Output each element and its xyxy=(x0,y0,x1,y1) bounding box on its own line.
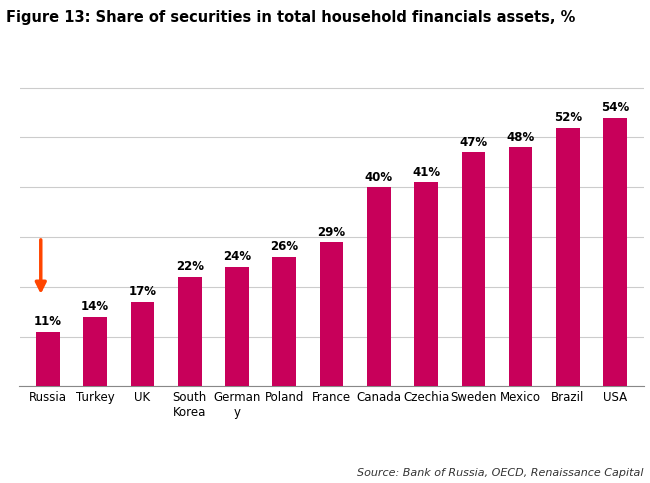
Text: 24%: 24% xyxy=(223,250,251,263)
Text: 17%: 17% xyxy=(129,285,157,298)
Text: 22%: 22% xyxy=(176,260,203,273)
Bar xyxy=(36,332,60,386)
Bar xyxy=(414,182,438,386)
Bar xyxy=(367,187,391,386)
Text: 29%: 29% xyxy=(317,226,346,239)
Text: 54%: 54% xyxy=(601,101,629,114)
Bar xyxy=(225,267,249,386)
Text: 26%: 26% xyxy=(270,241,298,254)
Bar xyxy=(131,302,154,386)
Bar xyxy=(603,117,627,386)
Bar xyxy=(272,257,296,386)
Text: 48%: 48% xyxy=(506,131,535,144)
Text: Figure 13: Share of securities in total household financials assets, %: Figure 13: Share of securities in total … xyxy=(6,10,576,25)
Bar xyxy=(462,153,485,386)
Bar xyxy=(83,317,107,386)
Bar xyxy=(556,128,580,386)
Text: 11%: 11% xyxy=(34,315,62,328)
Bar xyxy=(178,277,202,386)
Text: 52%: 52% xyxy=(554,111,582,124)
Text: 41%: 41% xyxy=(412,166,440,179)
Text: 40%: 40% xyxy=(365,171,393,184)
Bar xyxy=(320,242,343,386)
Text: 47%: 47% xyxy=(460,136,488,149)
Text: Source: Bank of Russia, OECD, Renaissance Capital: Source: Bank of Russia, OECD, Renaissanc… xyxy=(357,468,644,478)
Text: 14%: 14% xyxy=(81,300,109,313)
Bar xyxy=(509,147,532,386)
